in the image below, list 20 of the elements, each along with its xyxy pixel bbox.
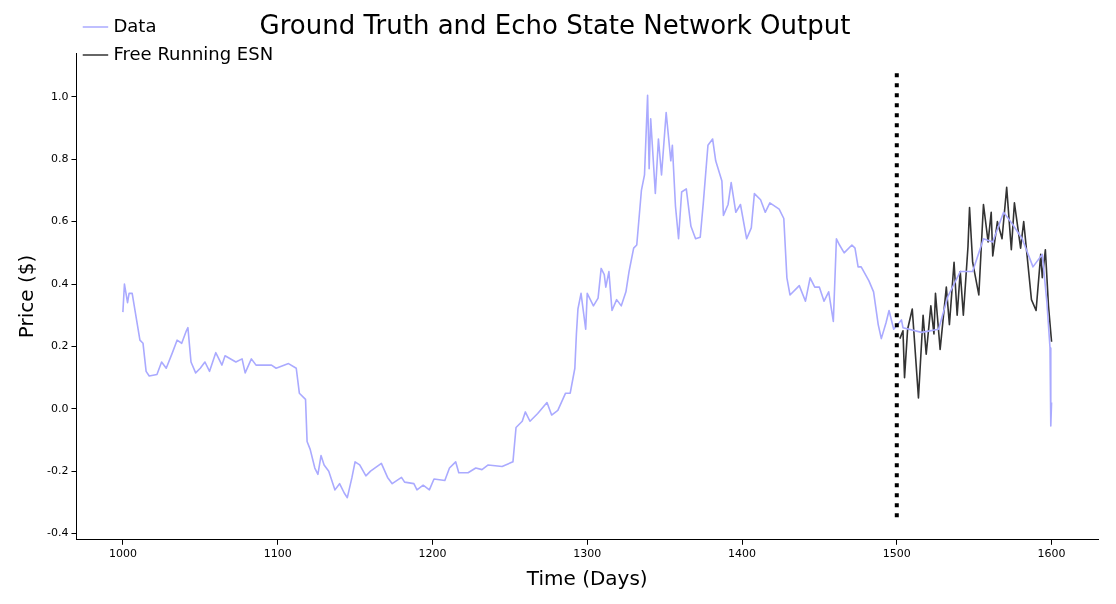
x-tick-label: 1400	[728, 547, 757, 561]
legend-label: Free Running ESN	[113, 42, 274, 64]
y-tick-label: 0.0	[50, 401, 69, 415]
y-tick-label: -0.4	[46, 526, 69, 540]
chart-title: Ground Truth and Echo State Network Output	[259, 10, 851, 41]
x-tick-label: 1100	[263, 547, 292, 561]
x-tick-label: 1200	[418, 547, 447, 561]
x-axis-title: Time (Days)	[525, 566, 648, 591]
x-tick-label: 1300	[573, 547, 602, 561]
y-tick-label: -0.2	[46, 464, 69, 478]
legend-label: Data	[113, 14, 157, 36]
y-axis-title: Price ($)	[14, 254, 39, 339]
y-tick-label: 0.2	[50, 339, 69, 353]
y-tick-label: 0.4	[50, 276, 69, 290]
x-tick-label: 1500	[882, 547, 911, 561]
x-tick-label: 1600	[1037, 547, 1066, 561]
y-tick-label: 0.6	[50, 214, 69, 228]
x-tick-label: 1000	[108, 547, 137, 561]
y-tick-label: 1.0	[50, 89, 69, 103]
y-tick-label: 0.8	[50, 152, 69, 166]
